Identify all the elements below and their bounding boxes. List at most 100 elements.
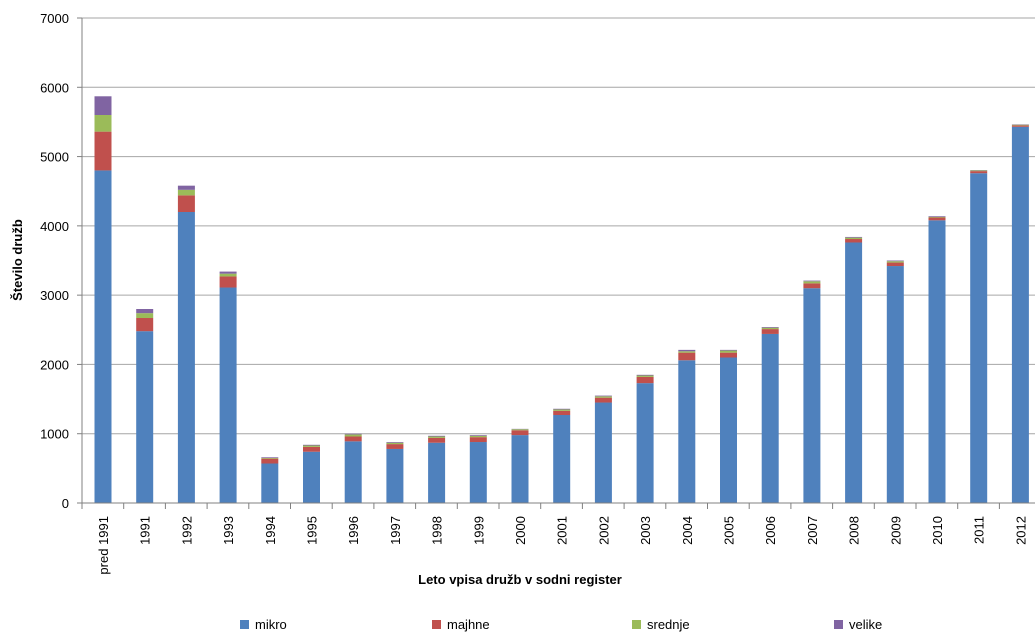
bar-segment-majhne (553, 411, 570, 415)
bar-segment-majhne (637, 377, 654, 383)
bar-segment-velike (762, 327, 779, 328)
bar-segment-mikro (845, 242, 862, 503)
bar-segment-mikro (803, 288, 820, 503)
y-tick-label: 7000 (40, 11, 69, 26)
y-tick-label: 1000 (40, 427, 69, 442)
legend-item-mikro: mikro (240, 617, 287, 632)
legend-label: mikro (255, 617, 287, 632)
bar-segment-srednje (386, 443, 403, 444)
bar-segment-mikro (762, 334, 779, 503)
bar-segment-srednje (220, 274, 237, 277)
bar-segment-velike (887, 261, 904, 262)
bar-segment-srednje (553, 409, 570, 410)
legend-label: velike (849, 617, 882, 632)
bar-segment-majhne (803, 283, 820, 288)
bar-segment-srednje (720, 351, 737, 353)
y-tick-label: 2000 (40, 357, 69, 372)
bar-segment-srednje (428, 436, 445, 437)
bar-segment-majhne (887, 263, 904, 266)
bar-segment-velike (553, 409, 570, 410)
x-tick-label: 1997 (388, 516, 403, 545)
x-tick-label: 2010 (930, 516, 945, 545)
bar-segment-srednje (595, 396, 612, 397)
bar-segment-srednje (470, 436, 487, 437)
x-tick-label: 1994 (263, 516, 278, 545)
x-tick-label: pred 1991 (96, 516, 111, 575)
legend-swatch (240, 620, 249, 629)
bar-segment-velike (428, 436, 445, 437)
x-tick-label: 1995 (305, 516, 320, 545)
bar-segment-velike (386, 442, 403, 443)
bar-segment-majhne (428, 438, 445, 443)
bar-segment-majhne (929, 218, 946, 221)
y-tick-label: 3000 (40, 288, 69, 303)
bar-segment-majhne (845, 239, 862, 242)
bar-segment-srednje (178, 190, 195, 196)
legend-swatch (834, 620, 843, 629)
bar-segment-majhne (386, 444, 403, 449)
x-tick-label: 2003 (638, 516, 653, 545)
bar-segment-mikro (428, 443, 445, 503)
bar-segment-srednje (95, 115, 112, 132)
bar-segment-srednje (887, 261, 904, 262)
bar-segment-srednje (303, 445, 320, 446)
bar-segment-mikro (678, 360, 695, 503)
y-tick-label: 6000 (40, 80, 69, 95)
y-tick-label: 0 (62, 496, 69, 511)
bar-segment-mikro (470, 442, 487, 503)
bar-segment-mikro (887, 266, 904, 503)
x-tick-label: 2011 (972, 516, 987, 544)
x-axis-title: Leto vpisa družb v sodni register (418, 572, 622, 587)
bar-segment-velike (845, 237, 862, 238)
bar-segment-velike (261, 457, 278, 458)
x-tick-label: 2004 (680, 516, 695, 545)
legend-item-majhne: majhne (432, 617, 490, 632)
bar-segment-srednje (845, 238, 862, 239)
y-tick-label: 5000 (40, 150, 69, 165)
bar-segment-velike (929, 216, 946, 217)
bar-segment-majhne (261, 459, 278, 464)
bar-segment-srednje (345, 434, 362, 436)
bar-segment-mikro (637, 383, 654, 503)
bar-segment-velike (803, 281, 820, 282)
bar-segment-velike (178, 186, 195, 190)
bar-segment-mikro (136, 331, 153, 503)
bar-segment-srednje (678, 351, 695, 352)
bar-segment-majhne (762, 329, 779, 334)
bar-segment-majhne (970, 171, 987, 173)
x-tick-label: 2002 (596, 516, 611, 545)
bar-segment-srednje (929, 217, 946, 218)
x-tick-label: 1991 (138, 516, 153, 545)
bar-segment-mikro (345, 441, 362, 503)
x-tick-label: 1992 (179, 516, 194, 545)
bar-segment-mikro (95, 170, 112, 503)
bar-segment-srednje (261, 458, 278, 459)
bar-segment-velike (678, 350, 695, 351)
x-tick-label: 2006 (763, 516, 778, 545)
legend-swatch (432, 620, 441, 629)
bar-segment-velike (95, 96, 112, 115)
bar-segment-mikro (512, 435, 529, 503)
bar-segment-velike (345, 434, 362, 435)
bar-segment-mikro (178, 212, 195, 503)
bar-segment-velike (637, 375, 654, 376)
bar-segment-mikro (720, 358, 737, 504)
bar-segment-velike (720, 350, 737, 351)
bar-segment-majhne (136, 318, 153, 331)
bar-segment-velike (595, 396, 612, 397)
x-tick-label: 2001 (555, 516, 570, 545)
bar-segment-srednje (970, 170, 987, 171)
bar-segment-majhne (678, 353, 695, 361)
x-tick-label: 2005 (722, 516, 737, 545)
bar-segment-mikro (261, 464, 278, 503)
x-tick-label: 1999 (471, 516, 486, 545)
bar-segment-majhne (512, 430, 529, 435)
bar-segment-mikro (220, 288, 237, 503)
bar-segment-velike (303, 445, 320, 446)
bar-segment-mikro (553, 415, 570, 503)
x-tick-label: 2000 (513, 516, 528, 545)
bar-segment-majhne (345, 436, 362, 441)
x-tick-label: 2008 (847, 516, 862, 545)
bar-segment-majhne (220, 276, 237, 287)
